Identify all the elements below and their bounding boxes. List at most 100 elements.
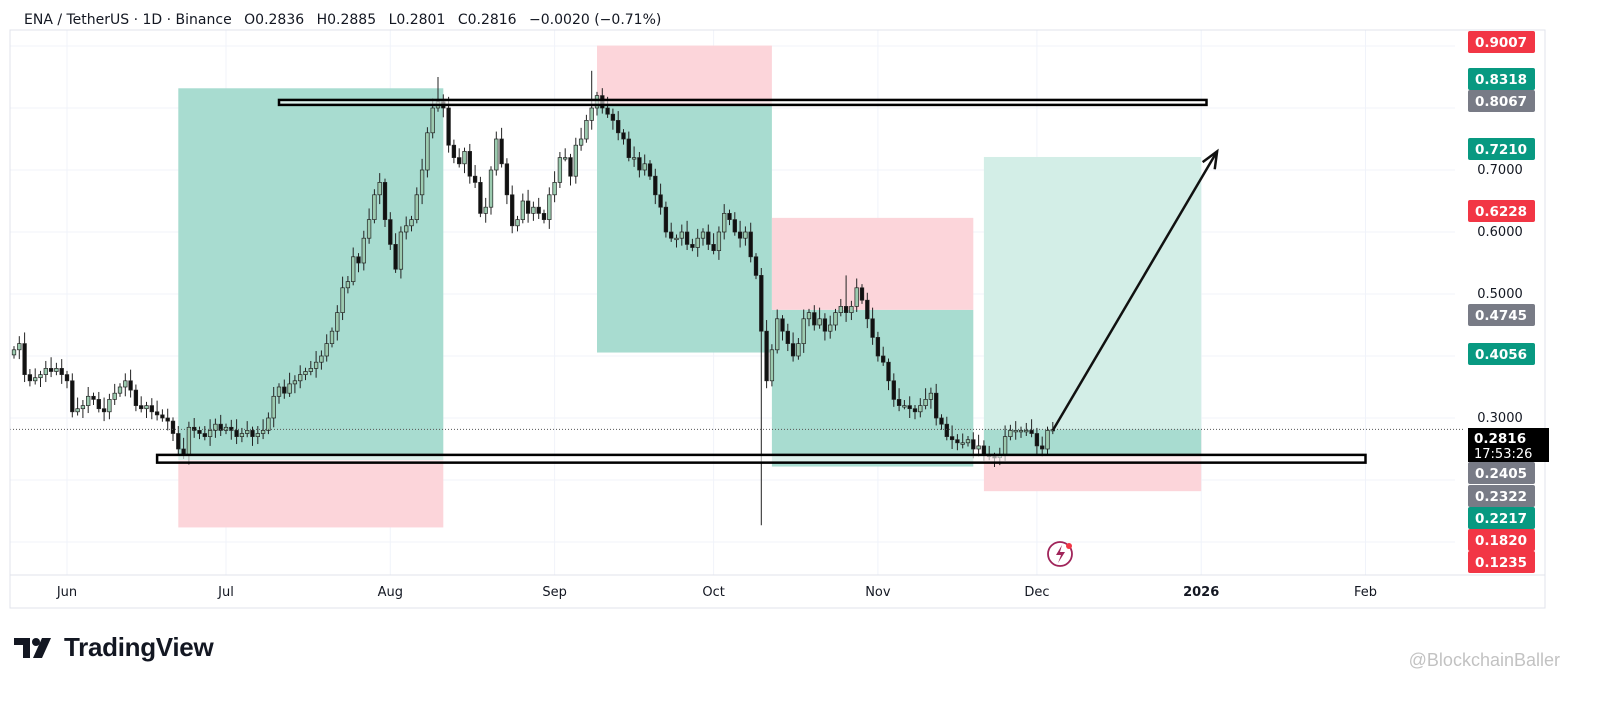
candle-down bbox=[1029, 430, 1034, 434]
candle-down bbox=[149, 405, 154, 413]
candle-up bbox=[700, 231, 706, 239]
candle-up bbox=[716, 231, 722, 251]
candle-up bbox=[743, 231, 748, 239]
tradingview-logo[interactable]: TradingView bbox=[14, 632, 214, 663]
candle-down bbox=[870, 318, 875, 338]
candle-down bbox=[139, 405, 144, 410]
position-stop-zone bbox=[597, 45, 772, 104]
candle-up bbox=[806, 312, 812, 320]
candle-down bbox=[934, 392, 939, 419]
candle-down bbox=[218, 423, 223, 431]
candle-up bbox=[1018, 430, 1024, 433]
candle-up bbox=[552, 182, 557, 196]
candle-down bbox=[197, 430, 202, 434]
ohlc-high: H0.2885 bbox=[316, 12, 377, 28]
candle-up bbox=[117, 386, 123, 394]
candle-down bbox=[727, 213, 732, 220]
candle-up bbox=[287, 383, 292, 394]
price-tag-green bbox=[1468, 507, 1535, 529]
candle-up bbox=[112, 392, 117, 400]
candle-down bbox=[1040, 445, 1045, 450]
candle-up bbox=[292, 380, 298, 385]
candle-up bbox=[207, 430, 213, 437]
candle-up bbox=[144, 405, 149, 410]
candle-down bbox=[170, 420, 176, 434]
candle-up bbox=[642, 163, 647, 171]
candle-up bbox=[563, 157, 568, 160]
candle-down bbox=[891, 380, 896, 400]
position-profit-zone bbox=[597, 103, 772, 353]
candle-up bbox=[335, 312, 340, 332]
candle-up bbox=[584, 120, 589, 140]
price-tag-red bbox=[1468, 31, 1535, 53]
ohlc-low: L0.2801 bbox=[388, 12, 446, 28]
candle-down bbox=[859, 287, 865, 301]
candle-up bbox=[488, 169, 494, 208]
candle-down bbox=[785, 330, 790, 344]
candle-up bbox=[1045, 430, 1050, 450]
candle-up bbox=[838, 306, 843, 313]
candle-down bbox=[669, 231, 674, 239]
candle-down bbox=[541, 213, 547, 220]
candle-down bbox=[451, 144, 457, 158]
arrow-head-icon bbox=[1201, 148, 1219, 170]
x-axis-tick-label: Dec bbox=[1024, 585, 1049, 600]
candle-up bbox=[425, 132, 430, 171]
candle-down bbox=[875, 337, 881, 357]
candle-down bbox=[457, 157, 462, 165]
candle-down bbox=[64, 374, 70, 382]
candles bbox=[11, 70, 1055, 526]
price-tag-label: 0.8318 bbox=[1475, 72, 1527, 88]
horizontal-zones bbox=[155, 98, 1367, 464]
candle-down bbox=[886, 361, 891, 382]
candle-down bbox=[510, 194, 515, 227]
candle-down bbox=[393, 244, 398, 270]
candle-up bbox=[695, 237, 700, 248]
candle-up bbox=[11, 349, 17, 356]
x-axis-tick-label: Jul bbox=[217, 585, 234, 600]
candle-down bbox=[759, 275, 764, 332]
candle-down bbox=[48, 368, 54, 372]
candle-up bbox=[372, 194, 377, 220]
candle-down bbox=[764, 330, 769, 382]
price-tag-label: 0.2217 bbox=[1475, 511, 1527, 527]
price-tag-green bbox=[1468, 68, 1535, 90]
candle-up bbox=[351, 256, 356, 282]
candle-down bbox=[907, 405, 912, 410]
watermark: @BlockchainBaller bbox=[1408, 650, 1560, 670]
candle-down bbox=[467, 151, 472, 177]
candle-up bbox=[679, 231, 684, 239]
candle-up bbox=[419, 169, 425, 196]
price-tag-label: 0.8067 bbox=[1475, 94, 1527, 110]
candle-up bbox=[409, 219, 414, 227]
lightning-bolt-icon bbox=[1056, 545, 1065, 563]
candle-up bbox=[303, 371, 308, 375]
candle-up bbox=[1002, 436, 1008, 456]
candle-up bbox=[547, 194, 552, 220]
candle-down bbox=[478, 182, 483, 214]
candle-down bbox=[865, 299, 870, 320]
zone-resistance bbox=[277, 98, 1208, 107]
candle-up bbox=[276, 386, 282, 397]
candle-up bbox=[515, 219, 520, 227]
candle-down bbox=[160, 414, 165, 419]
candle-down bbox=[234, 430, 239, 437]
position-profit-zone bbox=[983, 156, 1202, 430]
x-axis-tick-label: Aug bbox=[378, 585, 403, 600]
price-tag-label: 0.1235 bbox=[1475, 555, 1527, 571]
candle-up bbox=[769, 349, 775, 382]
x-axis-tick-label: Jun bbox=[56, 585, 77, 600]
candle-up bbox=[245, 430, 250, 434]
candle-down bbox=[472, 175, 478, 183]
candle-down bbox=[229, 426, 234, 431]
price-tag-gray bbox=[1468, 304, 1535, 326]
axes: 0.7000 0.6000 0.5000 0.3000 Jun Jul Aug Sep Oct N… bbox=[9, 29, 1549, 609]
symbol-name[interactable]: ENA / TetherUS · 1D · Binance bbox=[24, 12, 232, 28]
price-tag-gray bbox=[1468, 485, 1535, 507]
candle-up bbox=[483, 206, 488, 214]
ohlc-change: −0.0020 (−0.71%) bbox=[529, 12, 662, 28]
candle-down bbox=[896, 399, 902, 406]
position-stop-zone bbox=[178, 460, 444, 528]
candle-down bbox=[663, 206, 669, 233]
